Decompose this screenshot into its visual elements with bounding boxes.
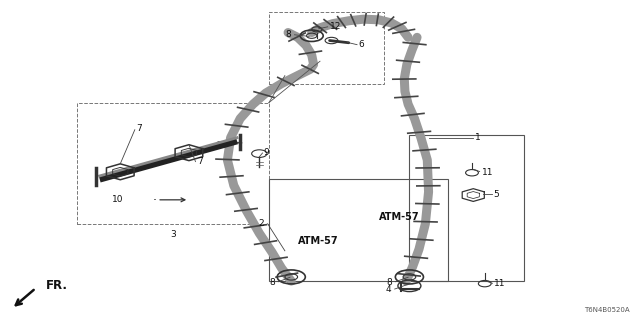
Text: 6: 6 (358, 40, 364, 49)
Text: 8: 8 (269, 278, 275, 287)
Text: 12: 12 (330, 22, 341, 31)
Text: ATM-57: ATM-57 (298, 236, 339, 246)
Text: 3: 3 (170, 230, 176, 239)
Text: 7: 7 (136, 124, 142, 132)
Text: 5: 5 (493, 189, 499, 199)
Text: 1: 1 (475, 133, 481, 142)
Text: ATM-57: ATM-57 (379, 212, 419, 222)
Text: 11: 11 (481, 168, 493, 177)
Text: T6N4B0520A: T6N4B0520A (584, 307, 630, 313)
Bar (410, 134, 524, 281)
Text: 4: 4 (386, 285, 392, 294)
Text: FR.: FR. (45, 279, 67, 292)
Text: 10: 10 (112, 195, 124, 204)
Text: 8: 8 (285, 30, 291, 39)
Text: 2: 2 (259, 219, 264, 228)
Text: 11: 11 (494, 279, 506, 288)
Bar (269, 179, 448, 281)
Text: 8: 8 (387, 278, 392, 287)
Bar (269, 12, 384, 84)
Text: 7: 7 (196, 157, 202, 166)
Text: 9: 9 (264, 148, 269, 157)
Bar (77, 103, 269, 224)
